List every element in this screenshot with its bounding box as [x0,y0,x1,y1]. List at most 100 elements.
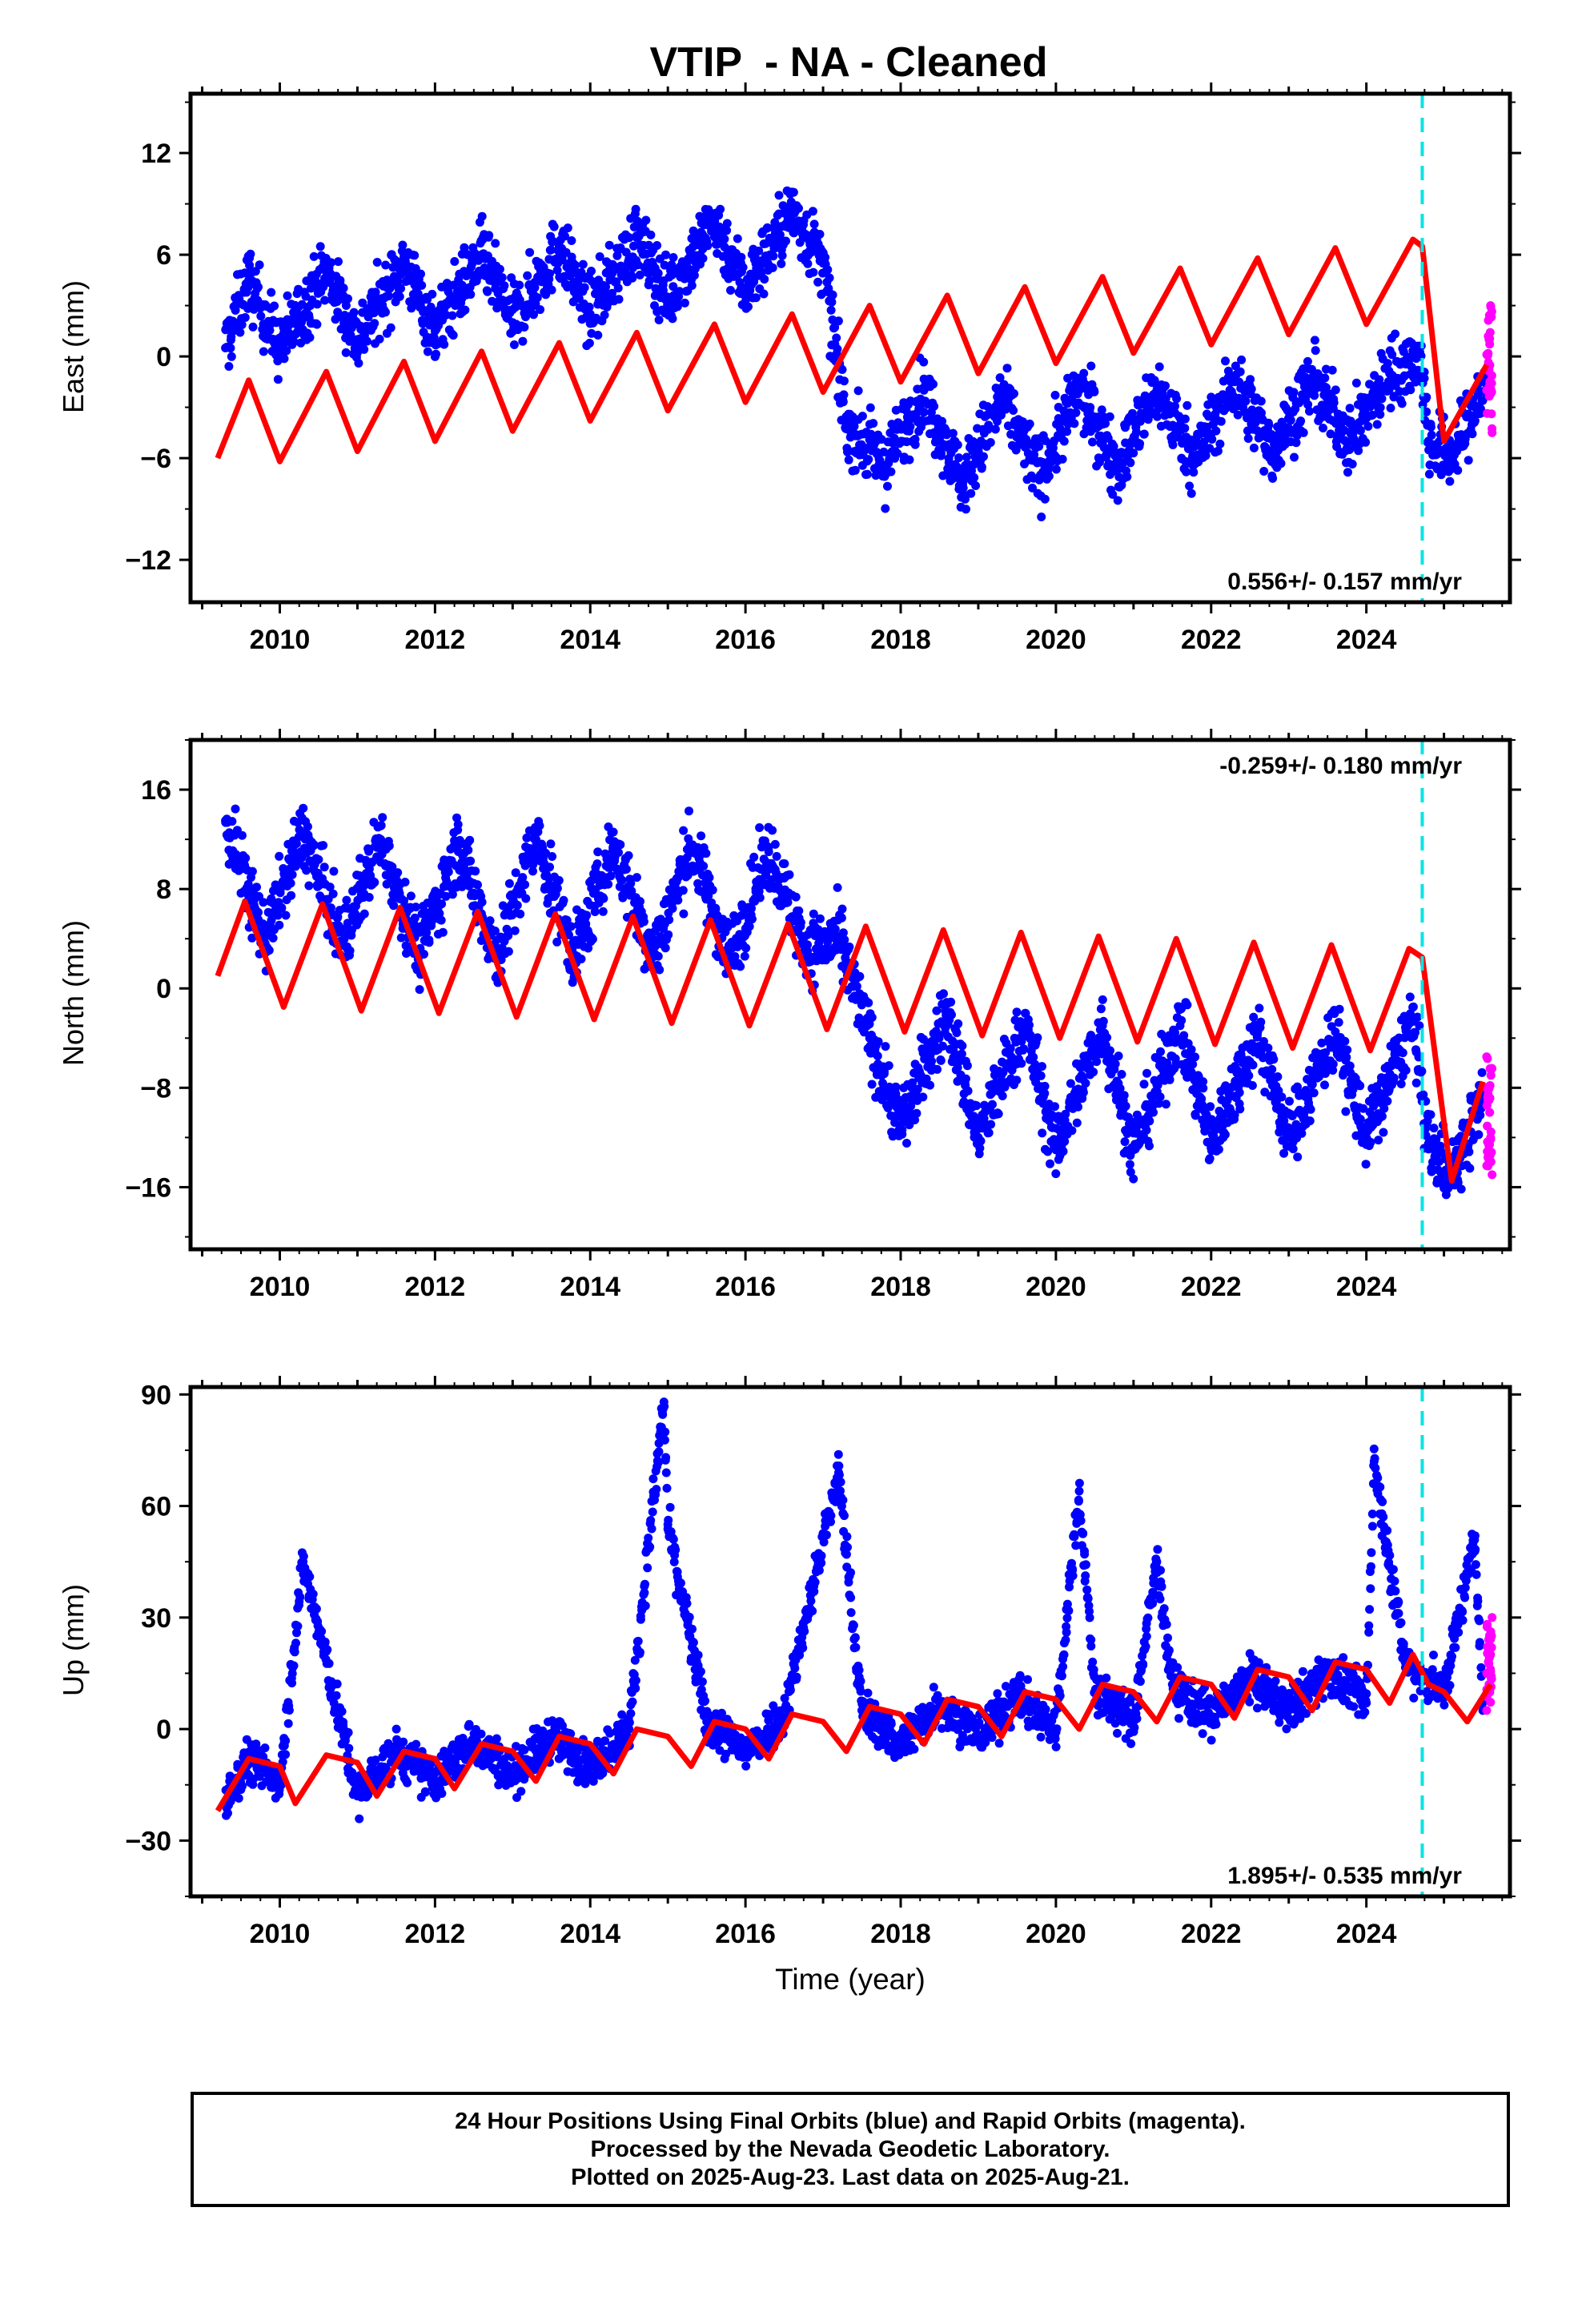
final-orbit-point [1002,364,1012,373]
final-orbit-point [1122,472,1132,481]
final-orbit-point [1309,1088,1319,1098]
final-orbit-point [857,412,867,421]
final-orbit-point [687,281,697,290]
final-orbit-point [259,898,268,907]
final-orbit-point [639,917,648,927]
final-orbit-point [813,277,823,287]
final-orbit-point [823,265,833,275]
final-orbit-point [259,347,268,356]
final-orbit-point [705,873,714,883]
final-orbit-point [663,292,673,302]
final-orbit-point [1161,381,1170,391]
x-tick-label: 2022 [1181,625,1242,655]
final-orbit-point [1121,1101,1130,1111]
final-orbit-point [796,918,805,927]
final-orbit-point [438,927,448,937]
final-orbit-point [1086,403,1095,412]
final-orbit-point [1214,1144,1223,1154]
final-orbit-point [1290,452,1299,462]
final-orbit-point [273,911,283,920]
final-orbit-point [1299,428,1308,437]
final-orbit-point [1135,439,1145,448]
final-orbit-point [1307,1080,1317,1089]
final-orbit-point [548,237,558,246]
final-orbit-point [1424,469,1434,479]
final-orbit-point [441,891,451,901]
final-orbit-point [1419,373,1429,383]
final-orbit-point [1149,1108,1158,1117]
final-orbit-point [741,283,750,293]
final-orbit-point [477,250,486,259]
final-orbit-point [1230,377,1239,387]
final-orbit-point [1233,410,1243,420]
final-orbit-point [1180,414,1190,424]
final-orbit-point [1142,1125,1151,1135]
final-orbit-point [328,889,338,899]
final-orbit-point [905,422,915,432]
rapid-orbit-point [1484,335,1494,344]
final-orbit-point [396,933,406,943]
final-orbit-point [673,302,682,312]
final-orbit-point [440,340,449,349]
final-orbit-point [838,397,848,407]
x-tick-label: 2012 [405,625,466,655]
final-orbit-point [1213,446,1223,456]
final-orbit-point [508,318,517,328]
final-orbit-point [320,296,330,305]
final-orbit-point [668,314,677,324]
final-orbit-point [1355,1081,1365,1091]
final-orbit-point [329,866,339,876]
final-orbit-point [1415,1021,1424,1031]
final-orbit-point [867,1080,877,1089]
final-orbit-point [554,875,564,885]
final-orbit-point [522,833,532,842]
final-orbit-point [843,447,852,456]
east-final-orbits-points [221,186,1492,521]
final-orbit-point [1040,1081,1050,1091]
final-orbit-point [1375,410,1385,419]
final-orbit-point [1423,436,1433,446]
final-orbit-point [741,943,751,953]
final-orbit-point [372,258,382,267]
final-orbit-point [532,293,542,303]
figure-title: VTIP - NA - Cleaned [650,39,1048,86]
final-orbit-point [592,859,602,869]
final-orbit-point [354,359,363,368]
final-orbit-point [632,873,641,883]
final-orbit-point [268,933,278,943]
final-orbit-point [422,928,432,938]
y-tick-label: 12 [141,139,171,169]
final-orbit-point [581,919,591,929]
final-orbit-point [913,1084,922,1094]
final-orbit-point [953,1063,962,1072]
final-orbit-point [1243,434,1253,443]
final-orbit-point [1191,1111,1200,1120]
east-plot-frame [188,91,1512,605]
final-orbit-point [590,907,600,916]
final-orbit-point [1355,1115,1365,1124]
final-orbit-point [919,357,929,367]
final-orbit-point [518,336,528,346]
final-orbit-point [781,236,790,246]
final-orbit-point [1296,416,1306,426]
final-orbit-point [416,269,425,279]
final-orbit-point [825,273,834,283]
final-orbit-point [248,322,258,332]
final-orbit-point [1291,438,1301,448]
final-orbit-point [341,301,351,310]
final-orbit-point [844,455,853,464]
final-orbit-point [621,864,631,874]
final-orbit-point [838,928,848,938]
final-orbit-point [1017,1036,1026,1046]
final-orbit-point [339,283,348,293]
final-orbit-point [552,937,562,947]
final-orbit-point [1331,385,1340,395]
final-orbit-point [827,297,837,307]
final-orbit-point [1263,1043,1273,1053]
final-orbit-point [334,257,343,267]
final-orbit-point [839,390,849,400]
final-orbit-point [521,894,531,903]
final-orbit-point [1464,456,1473,465]
